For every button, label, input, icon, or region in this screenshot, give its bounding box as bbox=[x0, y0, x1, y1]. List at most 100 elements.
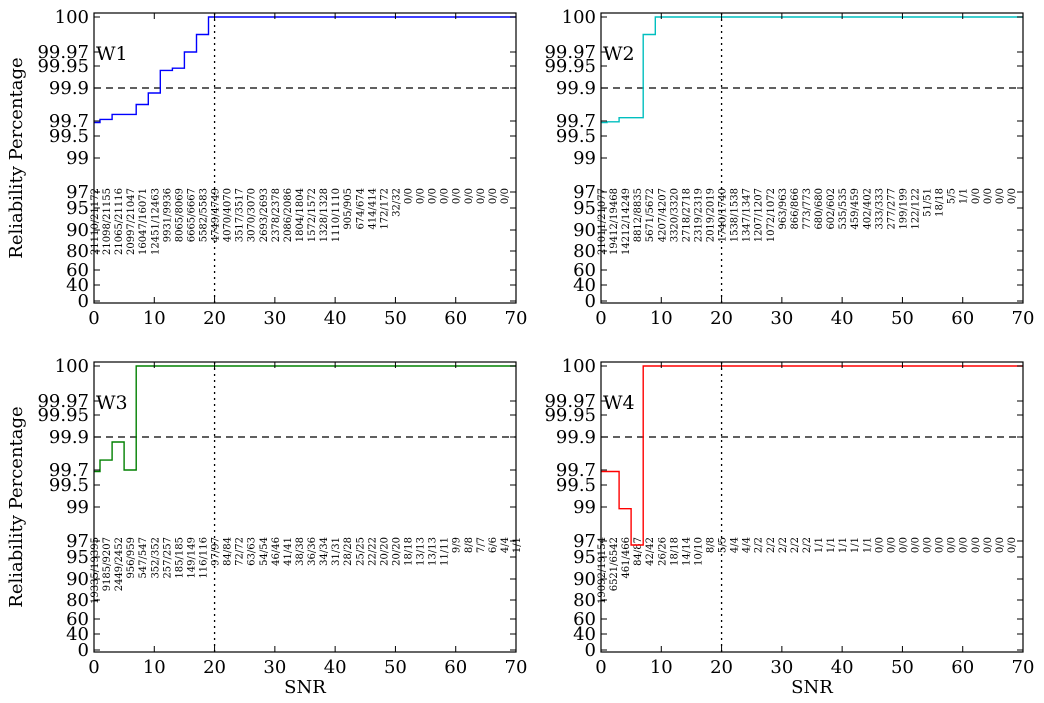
count-annotation: 0/0 bbox=[910, 537, 921, 553]
count-annotation: 3070/3070 bbox=[247, 188, 258, 242]
count-annotation: 1/1 bbox=[512, 537, 523, 553]
panel-label: W3 bbox=[96, 392, 128, 414]
count-annotation: 5/5 bbox=[718, 537, 729, 553]
count-annotation: 1/1 bbox=[814, 537, 825, 553]
count-annotation: 5582/5583 bbox=[199, 188, 210, 242]
count-annotation: 0/0 bbox=[947, 537, 958, 553]
count-annotation: 0/0 bbox=[959, 537, 970, 553]
y-tick-label: 99.7 bbox=[49, 460, 89, 481]
count-annotation: 72/72 bbox=[235, 537, 246, 566]
y-tick-label: 90 bbox=[66, 569, 89, 590]
count-annotation: 1110/1110 bbox=[331, 188, 342, 242]
y-tick-label: 95 bbox=[66, 547, 89, 568]
count-annotation: 2378/2378 bbox=[271, 188, 282, 242]
count-annotation: 2086/2086 bbox=[283, 188, 294, 242]
count-annotation: 2693/2693 bbox=[259, 188, 270, 242]
count-annotation: 1/1 bbox=[826, 537, 837, 553]
series-line-w1 bbox=[94, 16, 516, 124]
x-tick-label: 0 bbox=[595, 657, 606, 678]
count-annotation: 1572/1572 bbox=[307, 188, 318, 242]
x-tick-label: 10 bbox=[650, 657, 673, 678]
x-tick-label: 0 bbox=[88, 657, 99, 678]
y-tick-label: 80 bbox=[66, 590, 89, 611]
count-annotation: 0/0 bbox=[488, 188, 499, 204]
count-annotation: 21065/21116 bbox=[114, 188, 125, 255]
x-tick-label: 10 bbox=[143, 657, 166, 678]
y-tick-label: 60 bbox=[573, 609, 596, 630]
count-annotation: 2/2 bbox=[778, 537, 789, 553]
y-tick-label: 99 bbox=[66, 497, 89, 518]
count-annotation: 20/20 bbox=[391, 537, 402, 566]
count-annotation: 26/26 bbox=[657, 537, 668, 566]
count-annotation: 0/0 bbox=[452, 188, 463, 204]
count-annotation: 84/84 bbox=[223, 537, 234, 566]
count-annotation: 6521/6542 bbox=[609, 537, 620, 591]
y-tick-label: 99.7 bbox=[49, 111, 89, 132]
x-tick-label: 0 bbox=[88, 308, 99, 329]
count-annotation: 4207/4207 bbox=[657, 188, 668, 242]
count-annotation: 535/535 bbox=[838, 188, 849, 230]
x-tick-label: 40 bbox=[831, 657, 854, 678]
count-annotation: 8/8 bbox=[706, 537, 717, 553]
x-tick-label: 40 bbox=[324, 308, 347, 329]
y-tick-label: 0 bbox=[78, 291, 89, 312]
series-line-w2 bbox=[601, 16, 1023, 124]
y-tick-label: 99 bbox=[573, 497, 596, 518]
y-tick-label: 99 bbox=[573, 148, 596, 169]
count-annotation: 0/0 bbox=[874, 537, 885, 553]
count-annotation: 0/0 bbox=[403, 188, 414, 204]
count-annotation: 8065/8069 bbox=[174, 188, 185, 242]
y-tick-label: 99.9 bbox=[49, 427, 89, 448]
count-annotation: 63/63 bbox=[247, 537, 258, 566]
count-annotation: 36/36 bbox=[307, 537, 318, 566]
count-annotation: 0/0 bbox=[1007, 188, 1018, 204]
count-annotation: 41/41 bbox=[283, 537, 294, 566]
count-annotation: 9931/9936 bbox=[162, 188, 173, 242]
count-annotation: 2/2 bbox=[790, 537, 801, 553]
y-tick-label: 99.7 bbox=[556, 460, 596, 481]
count-annotation: 32/32 bbox=[391, 188, 402, 217]
x-tick-label: 40 bbox=[831, 308, 854, 329]
x-axis-label: SNR bbox=[284, 677, 326, 698]
count-annotation: 122/122 bbox=[910, 188, 921, 230]
count-annotation: 0/0 bbox=[886, 537, 897, 553]
x-tick-label: 50 bbox=[384, 308, 407, 329]
count-annotation: 5/5 bbox=[947, 188, 958, 204]
y-tick-label: 97 bbox=[66, 531, 89, 552]
count-annotation: 116/116 bbox=[199, 537, 210, 579]
x-tick-label: 60 bbox=[444, 308, 467, 329]
count-annotation: 97/97 bbox=[211, 537, 222, 566]
count-annotation: 3517/3517 bbox=[235, 188, 246, 242]
y-tick-label: 99.97 bbox=[544, 391, 596, 412]
x-tick-label: 20 bbox=[203, 657, 226, 678]
count-annotation: 20997/21047 bbox=[126, 188, 137, 255]
y-tick-label: 90 bbox=[573, 569, 596, 590]
count-annotation: 14212/14249 bbox=[621, 188, 632, 255]
count-annotation: 4070/4070 bbox=[223, 188, 234, 242]
y-tick-label: 80 bbox=[66, 241, 89, 262]
count-annotation: 42/42 bbox=[645, 537, 656, 566]
count-annotation: 277/277 bbox=[886, 188, 897, 230]
y-tick-label: 95 bbox=[573, 198, 596, 219]
y-tick-label: 95 bbox=[573, 547, 596, 568]
count-annotation: 13/13 bbox=[428, 537, 439, 566]
count-annotation: 4/4 bbox=[500, 537, 511, 553]
y-tick-label: 97 bbox=[573, 182, 596, 203]
y-tick-label: 99.5 bbox=[556, 475, 596, 496]
count-annotation: 0/0 bbox=[995, 537, 1006, 553]
count-annotation: 0/0 bbox=[923, 537, 934, 553]
y-tick-label: 100 bbox=[55, 7, 89, 28]
count-annotation: 19412/19468 bbox=[609, 188, 620, 255]
count-annotation: 2/2 bbox=[802, 537, 813, 553]
count-annotation: 333/333 bbox=[874, 188, 885, 230]
panel-label: W2 bbox=[603, 43, 635, 65]
count-annotation: 866/866 bbox=[790, 188, 801, 230]
count-annotation: 0/0 bbox=[1007, 537, 1018, 553]
count-annotation: 956/959 bbox=[126, 537, 137, 579]
count-annotation: 461/466 bbox=[621, 537, 632, 579]
count-annotation: 18/18 bbox=[935, 188, 946, 217]
count-annotation: 0/0 bbox=[476, 188, 487, 204]
y-tick-label: 60 bbox=[66, 260, 89, 281]
panel-w2: 21011/21077 19412/19468 14212/14249 8812/88… bbox=[544, 7, 1034, 329]
y-tick-label: 99.95 bbox=[37, 405, 89, 426]
